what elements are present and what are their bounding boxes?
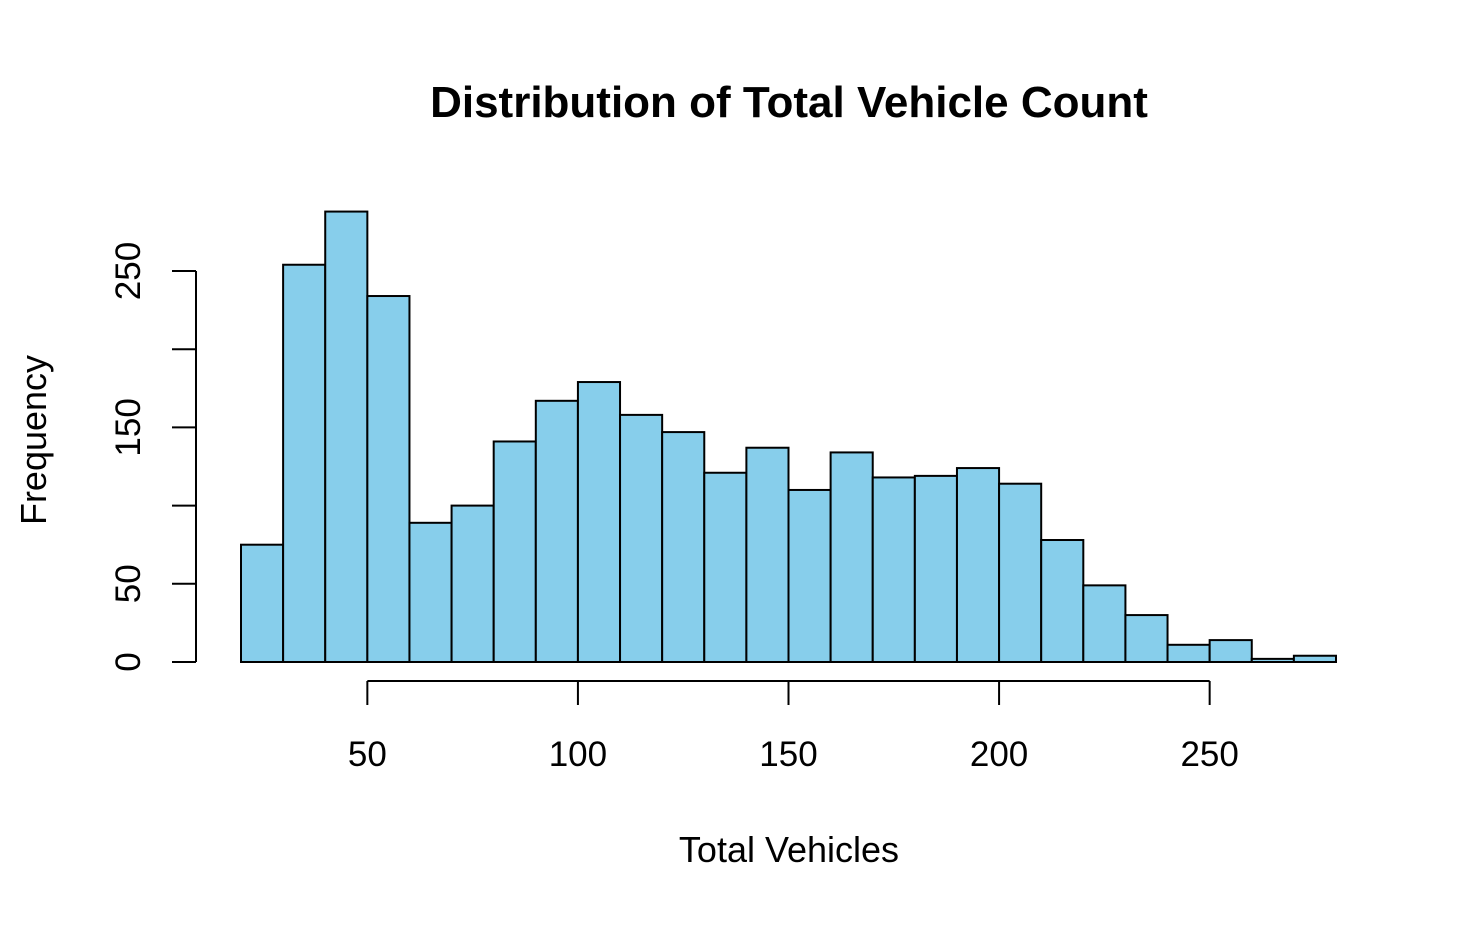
y-axis: 0 50 150 250	[109, 242, 197, 672]
histogram-bar	[1208, 639, 1253, 664]
histogram-bar	[366, 295, 411, 663]
histogram-bar	[787, 488, 832, 663]
histogram-bar	[282, 263, 327, 663]
histogram-bar	[619, 413, 664, 663]
histogram-bar	[324, 210, 369, 663]
histogram-bar	[745, 446, 790, 663]
histogram-bar	[492, 440, 537, 664]
histogram-bar	[1124, 614, 1169, 664]
histogram-bar	[576, 381, 622, 663]
x-tick-label: 200	[970, 735, 1028, 774]
histogram-bar	[534, 399, 579, 663]
y-tick-label: 50	[109, 564, 148, 603]
histogram-bar	[955, 467, 1001, 663]
histogram-bar	[1082, 584, 1127, 664]
histogram-bar	[408, 521, 453, 664]
x-tick-label: 250	[1180, 735, 1238, 774]
y-tick-label: 150	[109, 398, 148, 456]
y-axis-label: Frequency	[13, 355, 54, 525]
x-axis-label: Total Vehicles	[679, 829, 899, 870]
y-tick-label: 0	[109, 652, 148, 671]
x-tick-label: 50	[348, 735, 387, 774]
histogram-bar	[913, 474, 958, 663]
histogram-bar	[1292, 654, 1338, 664]
chart-title: Distribution of Total Vehicle Count	[430, 78, 1148, 127]
histogram-bar	[240, 543, 285, 664]
bars-group	[240, 210, 1338, 664]
x-tick-label: 150	[759, 735, 817, 774]
x-tick-label: 100	[549, 735, 607, 774]
y-tick-label: 250	[109, 242, 148, 300]
x-axis: 50 100 150 200 250	[348, 680, 1239, 774]
histogram-bar	[998, 482, 1043, 664]
histogram-bar	[703, 471, 748, 664]
histogram-bar	[1250, 657, 1295, 664]
histogram-bar	[450, 504, 495, 663]
histogram-bar	[661, 431, 706, 664]
histogram-bar	[1040, 539, 1085, 663]
histogram-bar	[1166, 643, 1211, 664]
histogram-bar	[871, 476, 916, 663]
histogram-bar	[829, 451, 874, 664]
